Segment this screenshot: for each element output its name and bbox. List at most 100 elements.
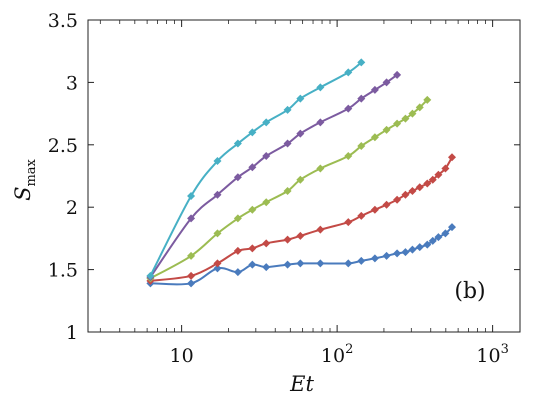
data-point [283,186,292,195]
data-point [316,83,325,92]
data-point [213,229,222,238]
data-point [262,263,271,272]
data-point [408,245,417,254]
data-point [283,235,292,244]
data-point [447,223,456,232]
data-point [370,254,379,263]
data-point [428,236,437,245]
data-point [262,239,271,248]
data-point [423,95,432,104]
x-tick-label-base: 10 [170,345,194,367]
data-point [213,157,222,166]
data-point [233,246,242,255]
data-point [248,205,257,214]
data-point [401,114,410,123]
data-point [344,152,353,161]
y-tick-label: 3 [66,72,78,94]
data-point [423,240,432,249]
data-point [357,256,366,265]
data-point [187,279,196,288]
data-point [401,248,410,257]
data-point [316,259,325,268]
data-point [344,68,353,77]
x-tick-label-exp: 2 [345,342,353,357]
data-point [382,78,391,87]
data-point [233,173,242,182]
data-point [187,191,196,200]
data-point [146,271,155,280]
y-tick-label: 3.5 [48,10,78,32]
data-point [423,179,432,188]
data-point [434,170,443,179]
data-point [283,105,292,114]
data-point [344,218,353,227]
data-point [187,214,196,223]
data-point [415,183,424,192]
series-line-5 [149,61,362,277]
series-line-4 [149,74,398,278]
data-point [382,251,391,260]
data-point [393,249,402,258]
data-point [296,175,305,184]
series-line-1 [150,226,453,286]
data-point [296,94,305,103]
data-point [370,205,379,214]
data-point [233,214,242,223]
y-axis-label-sub: max [24,158,39,186]
data-point [296,259,305,268]
y-tick-label: 2 [66,197,78,219]
panel-label: (b) [454,279,485,304]
series-group [146,58,456,288]
data-point [344,259,353,268]
data-point [370,85,379,94]
y-tick-label: 2.5 [48,135,78,157]
data-point [283,260,292,269]
data-point [213,264,222,273]
axis-ticks: 11.522.533.510 102 103 [48,10,520,367]
data-point [428,175,437,184]
data-point [357,58,366,67]
x-tick-label: 10 [170,345,194,367]
x-tick-label-base: 10 [321,345,345,367]
data-point [401,190,410,199]
data-point [233,268,242,277]
data-point [382,200,391,209]
data-point [357,142,366,151]
y-axis-label-main: S [11,187,35,201]
data-point [316,225,325,234]
plot-frame [87,19,521,333]
data-point [262,198,271,207]
x-tick-label-base: 10 [476,345,500,367]
data-point [187,251,196,260]
data-point [187,271,196,280]
x-axis-label: Et [289,372,314,396]
x-tick-label: 103 [476,342,508,367]
data-point [415,103,424,112]
data-point [434,233,443,242]
data-point [441,229,450,238]
data-point [393,195,402,204]
data-point [370,133,379,142]
data-point [408,109,417,118]
data-point [262,152,271,161]
y-axis-label: Smax [11,158,39,200]
data-point [382,125,391,134]
data-point [213,259,222,268]
data-point [233,139,242,148]
data-point [357,94,366,103]
y-tick-label: 1.5 [48,260,78,282]
x-tick-label-exp: 3 [501,342,509,357]
data-point [393,119,402,128]
x-tick-label: 102 [321,342,353,367]
data-point [262,118,271,127]
data-point [357,211,366,220]
data-point [447,153,456,162]
series-line-2 [150,156,453,282]
data-point [213,190,222,199]
data-point [316,164,325,173]
data-point [296,129,305,138]
data-point [316,118,325,127]
data-point [248,163,257,172]
data-point [408,186,417,195]
